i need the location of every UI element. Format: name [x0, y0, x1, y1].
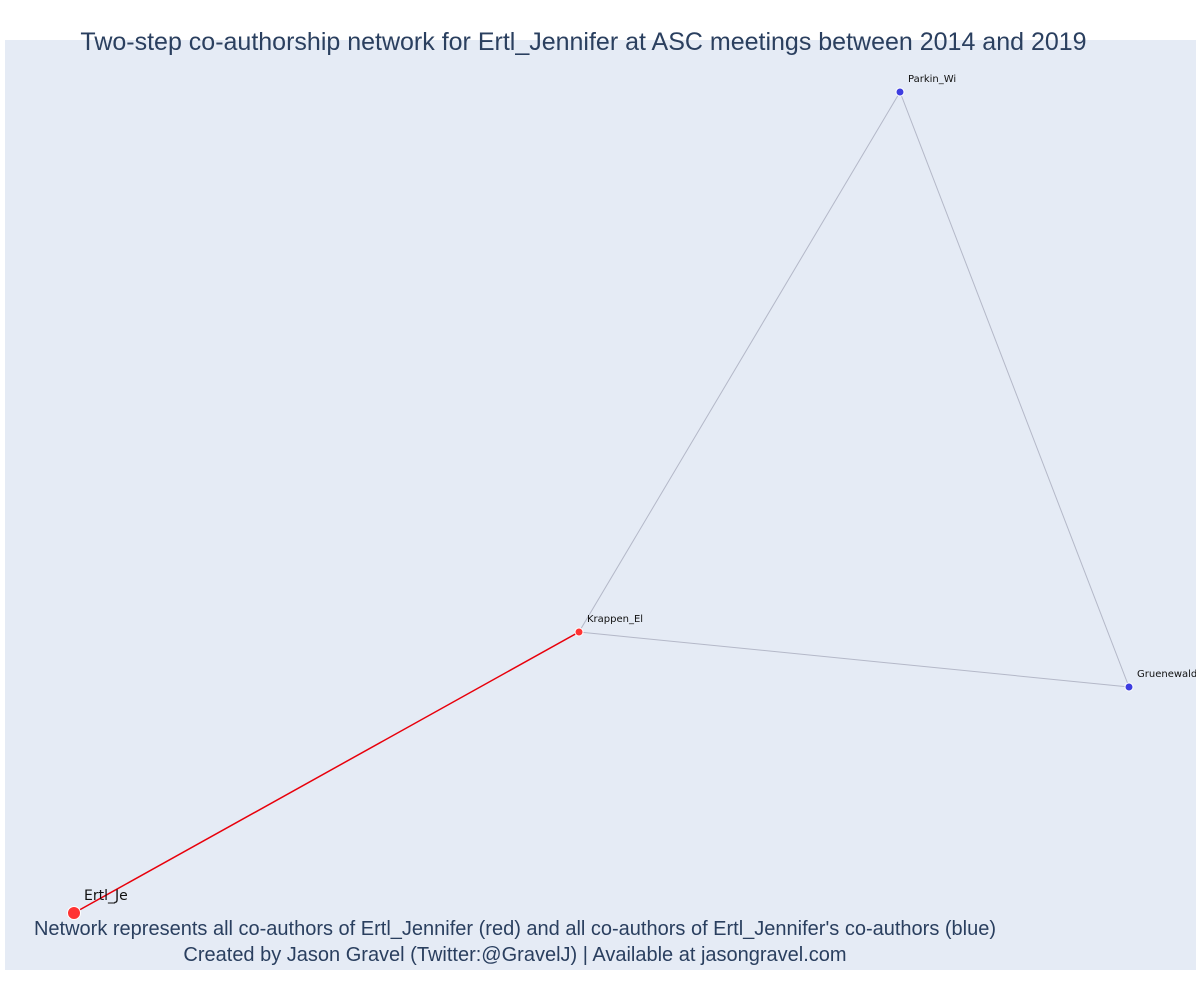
- plot-area: [5, 40, 1196, 970]
- caption-line-2: Created by Jason Gravel (Twitter:@Gravel…: [183, 944, 847, 966]
- edge-layer: [73, 91, 1130, 914]
- node-label-ertl: Ertl_Je: [84, 888, 128, 904]
- figure-title: Two-step co-authorship network for Ertl_…: [80, 28, 1087, 56]
- caption-line-1: Network represents all co-authors of Ert…: [33, 918, 997, 940]
- node-gruenewald[interactable]: [1124, 682, 1134, 692]
- node-krappen[interactable]: [574, 627, 584, 637]
- edge-ertl-krappen: [73, 631, 580, 914]
- edge-parkin-gruenewald: [899, 91, 1130, 688]
- node-ertl[interactable]: [67, 906, 81, 920]
- node-label-krappen: Krappen_El: [587, 614, 643, 625]
- edge-krappen-parkin: [578, 91, 901, 633]
- node-label-parkin: Parkin_Wi: [908, 74, 956, 85]
- edge-krappen-gruenewald: [578, 631, 1130, 688]
- node-label-gruenewald: Gruenewald_: [1137, 669, 1200, 680]
- node-parkin[interactable]: [895, 87, 905, 97]
- node-layer: [67, 87, 1134, 920]
- label-layer: Ertl_Je Krappen_El Parkin_Wi Gruenewald_: [84, 74, 1200, 904]
